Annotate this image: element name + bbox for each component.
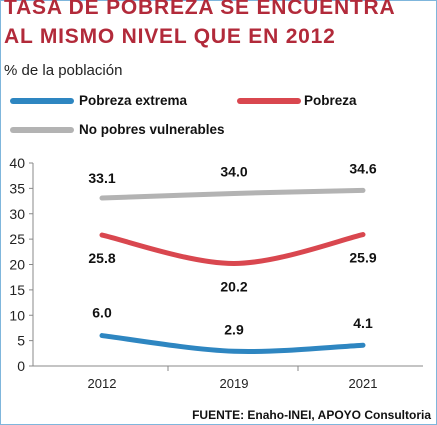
y-tick-label-40: 40 (9, 155, 25, 171)
legend-swatch-no-pobres-vulnerables (10, 127, 74, 133)
y-tick-label-0: 0 (17, 358, 25, 374)
y-tick-label-10: 10 (9, 307, 25, 323)
y-tick-label-15: 15 (9, 282, 25, 298)
data-label-pobreza-extrema-2012: 6.0 (92, 305, 112, 321)
data-label-pobreza-2021: 25.9 (349, 250, 376, 266)
data-label-no-pobres-vulnerables-2021: 34.6 (349, 160, 376, 176)
data-label-no-pobres-vulnerables-2019: 34.0 (220, 163, 247, 179)
chart-subtitle: % de la población (4, 62, 123, 79)
series-line-pobreza-extrema (99, 333, 366, 355)
series-line-no-pobres-vulnerables (99, 187, 366, 201)
legend-swatch-pobreza-extrema (10, 98, 74, 104)
chart-title-line2: AL MISMO NIVEL QUE EN 2012 (4, 25, 336, 48)
y-tick-label-5: 5 (17, 333, 25, 349)
y-tick-label-20: 20 (9, 257, 25, 273)
chart-title-line1: TASA DE POBREZA SE ENCUENTRA (4, 0, 396, 19)
legend-swatch-pobreza (237, 98, 301, 104)
data-label-pobreza-extrema-2021: 4.1 (353, 315, 373, 331)
data-label-no-pobres-vulnerables-2012: 33.1 (88, 170, 115, 186)
legend-label-pobreza-extrema: Pobreza extrema (79, 93, 188, 108)
legend-label-no-pobres-vulnerables: No pobres vulnerables (79, 122, 225, 137)
x-tick-label-2019: 2019 (220, 376, 249, 391)
data-label-pobreza-2019: 20.2 (220, 278, 247, 294)
y-tick-label-25: 25 (9, 231, 25, 247)
x-tick-label-2012: 2012 (88, 376, 117, 391)
data-label-pobreza-extrema-2019: 2.9 (224, 321, 244, 337)
y-tick-label-35: 35 (9, 180, 25, 196)
legend-label-pobreza: Pobreza (304, 93, 357, 108)
series-line-pobreza (99, 232, 366, 266)
y-tick-label-30: 30 (9, 206, 25, 222)
source-note: FUENTE: Enaho-INEI, APOYO Consultoria (192, 408, 431, 422)
data-label-pobreza-2012: 25.8 (88, 250, 115, 266)
x-tick-label-2021: 2021 (349, 376, 378, 391)
